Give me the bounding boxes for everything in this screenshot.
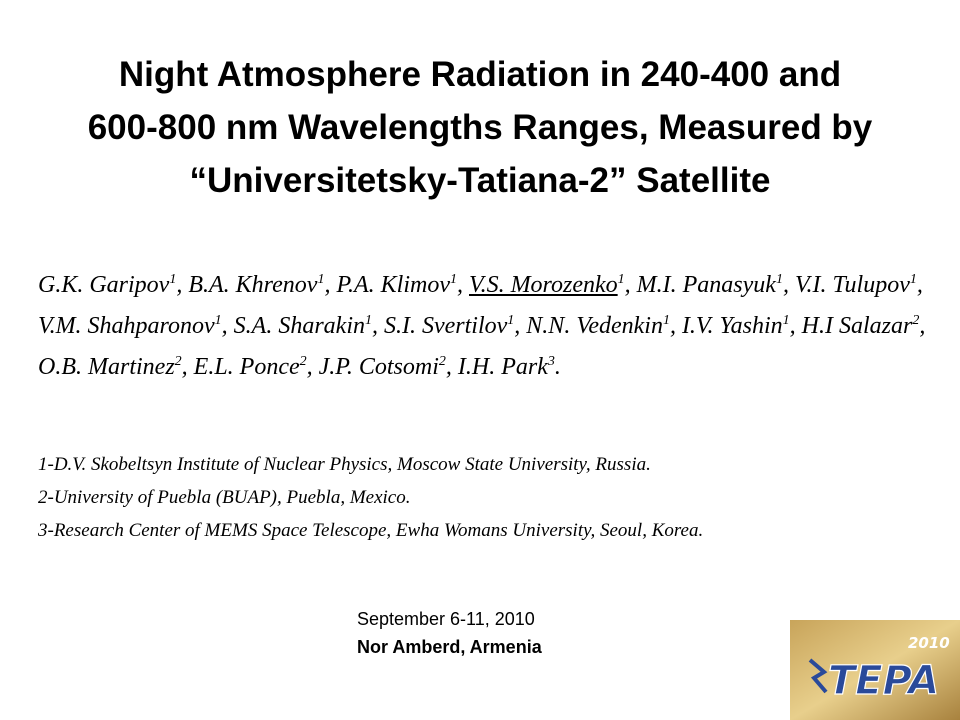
author-affiliation: 1 [617,272,625,287]
author-name: J.P. Cotsomi [318,354,439,380]
author-name: E.L. Ponce [193,354,300,380]
affiliation: 3-Research Center of MEMS Space Telescop… [38,520,704,541]
author-affiliation: 1 [365,313,372,328]
author-name: N.N. Vedenkin [526,313,663,339]
logo: 2010 TEPA [790,620,960,720]
title-line: 600-800 nm Wavelengths Ranges, Measured … [87,108,873,147]
author-name: V.M. Shahparonov [38,313,215,339]
authors: G.K. Garipov1, B.A. Khrenov1, P.A. Klimo… [38,262,928,385]
separator: , [457,272,469,298]
author-name: H.I Salazar [801,313,913,339]
title-line: Night Atmosphere Radiation in 240-400 an… [118,55,842,94]
title-line: “Universitetsky-Tatiana-2” Satellite [189,161,771,200]
logo-bolt [808,658,828,694]
date: September 6-11, 2010 [357,609,535,629]
author-affiliation: 1 [909,272,917,287]
logo-bg [790,620,960,720]
separator: , [789,313,802,339]
author-name: I.H. Park [457,354,548,380]
separator: , [514,313,527,339]
separator: , [181,354,194,380]
author-affiliation: 3 [547,354,555,369]
separator: , [221,313,234,339]
separator: , [669,313,682,339]
logo-year: 2010 [908,634,950,652]
author-affiliation: 1 [214,313,222,328]
author-affiliation: 2 [912,313,920,328]
separator: , [176,272,189,298]
affiliation: 2-University of Puebla (BUAP), Puebla, M… [38,487,411,508]
author-affiliation: 1 [507,313,515,328]
affiliation: 1-D.V. Skobeltsyn Institute of Nuclear P… [38,454,651,475]
separator: , [782,272,795,298]
author-name: V.I. Tulupov [794,272,910,298]
author-affiliation: 1 [782,313,790,328]
author-name: P.A. Klimov [336,272,450,298]
author-name: S.A. Sharakin [233,313,365,339]
author-affiliation: 2 [174,354,182,369]
affiliations: 1-D.V. Skobeltsyn Institute of Nuclear P… [38,454,918,553]
venue: Nor Amberd, Armenia [357,637,542,657]
separator: , [919,313,932,339]
author-name: M.I. Panasyuk [636,272,776,298]
author-name: G.K. Garipov [38,272,170,298]
author-affiliation: 2 [438,354,446,369]
separator: , [372,313,384,339]
logo-name: TEPA [828,658,939,704]
separator: , [916,272,929,298]
author-name: B.A. Khrenov [188,272,318,298]
author-name: I.V. Yashin [681,313,783,339]
author-affiliation: 2 [299,354,307,369]
author-affiliation: 1 [662,313,670,328]
author-affiliation: 1 [169,272,177,287]
title: Night Atmosphere Radiation in 240-400 an… [0,48,960,207]
author-affiliation: 1 [317,272,325,287]
author-name: O.B. Martinez [38,354,175,380]
author-affiliation: 1 [450,272,457,287]
separator: , [624,272,637,298]
author-name: S.I. Svertilov [384,313,508,339]
separator: , [445,354,458,380]
author-name: V.S. Morozenko [469,272,618,298]
author-affiliation: 1 [775,272,783,287]
separator: . [554,354,561,380]
separator: , [324,272,337,298]
separator: , [306,354,319,380]
